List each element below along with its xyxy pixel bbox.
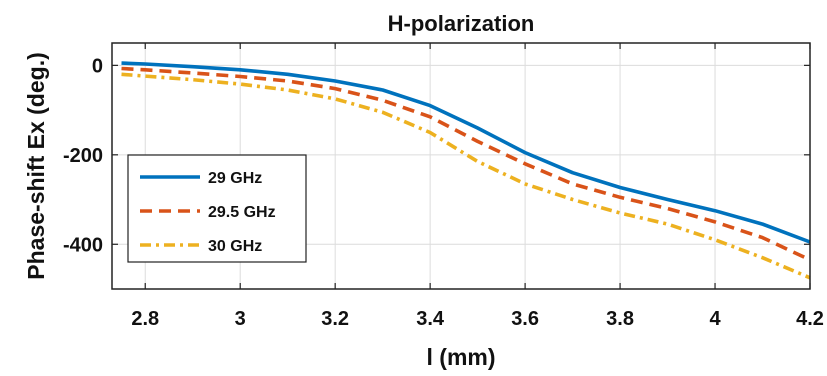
- x-tick-label: 3.2: [321, 308, 349, 330]
- legend-label: 29.5 GHz: [208, 204, 276, 221]
- x-tick-label: 3: [235, 308, 246, 330]
- x-tick-label: 4.2: [796, 308, 824, 330]
- x-axis-label: l (mm): [427, 344, 496, 370]
- x-tick-label: 3.8: [606, 308, 634, 330]
- x-tick-label: 3.4: [416, 308, 445, 330]
- chart-title: H-polarization: [388, 11, 535, 36]
- legend-entries: 29 GHz 29.5 GHz 30 GHz: [140, 170, 276, 255]
- y-tick-label: -400: [63, 234, 103, 256]
- series-layer: [121, 61, 811, 280]
- plot-frame: [111, 42, 811, 290]
- series-line-0: [121, 61, 811, 244]
- ticks: 2.8 3 3.2 3.4 3.6 3.8 4 4.2 0 -200 -400: [63, 43, 824, 330]
- y-tick-label: 0: [92, 55, 103, 77]
- y-tick-label: -200: [63, 145, 103, 167]
- legend: 29 GHz 29.5 GHz 30 GHz: [127, 154, 307, 263]
- y-axis-label: Phase-shift Ex (deg.): [23, 52, 49, 279]
- legend-label: 30 GHz: [208, 238, 262, 255]
- x-tick-label: 3.6: [511, 308, 539, 330]
- series-line-2: [121, 72, 811, 280]
- x-tick-label: 4: [709, 308, 721, 330]
- series-line-1: [121, 66, 811, 262]
- x-tick-label: 2.8: [131, 308, 159, 330]
- legend-label: 29 GHz: [208, 170, 262, 187]
